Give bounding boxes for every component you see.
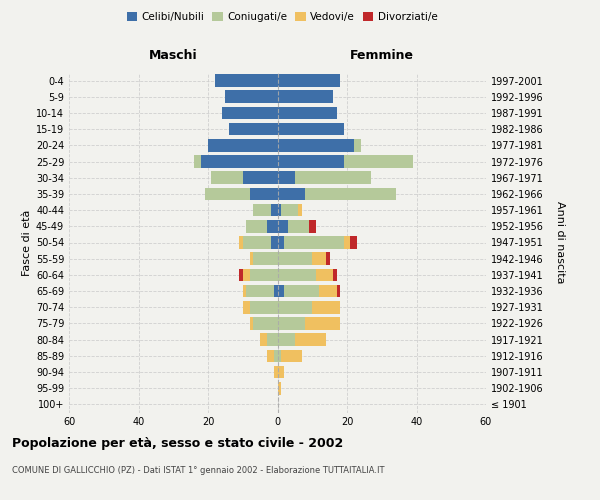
Text: COMUNE DI GALLICCHIO (PZ) - Dati ISTAT 1° gennaio 2002 - Elaborazione TUTTAITALI: COMUNE DI GALLICCHIO (PZ) - Dati ISTAT 1… — [12, 466, 385, 475]
Bar — [205, 188, 250, 200]
Bar — [274, 285, 277, 298]
Bar — [267, 220, 277, 232]
Bar — [277, 252, 312, 265]
Bar — [243, 236, 271, 249]
Bar — [277, 139, 354, 151]
Bar — [253, 204, 271, 216]
Legend: Celibi/Nubili, Coniugati/e, Vedovi/e, Divorziati/e: Celibi/Nubili, Coniugati/e, Vedovi/e, Di… — [122, 8, 442, 26]
Bar — [267, 334, 277, 346]
Bar — [246, 220, 267, 232]
Bar — [208, 139, 277, 151]
Bar — [326, 252, 329, 265]
Bar — [277, 285, 284, 298]
Bar — [277, 172, 295, 184]
Text: Popolazione per età, sesso e stato civile - 2002: Popolazione per età, sesso e stato civil… — [12, 438, 343, 450]
Bar — [333, 268, 337, 281]
Bar — [288, 220, 309, 232]
Bar — [337, 285, 340, 298]
Bar — [226, 90, 277, 103]
Bar — [194, 155, 201, 168]
Bar — [281, 204, 298, 216]
Bar — [271, 236, 277, 249]
Bar — [277, 366, 284, 378]
Bar — [277, 334, 295, 346]
Bar — [277, 350, 281, 362]
Bar — [295, 334, 326, 346]
Bar — [274, 350, 277, 362]
Bar — [277, 188, 305, 200]
Bar — [239, 236, 243, 249]
Bar — [344, 236, 350, 249]
Bar — [350, 236, 358, 249]
Bar — [298, 204, 302, 216]
Bar — [215, 74, 277, 87]
Bar — [277, 106, 337, 120]
Bar — [250, 317, 253, 330]
Bar — [312, 301, 340, 314]
Bar — [229, 123, 277, 136]
Bar — [243, 285, 246, 298]
Bar — [246, 285, 274, 298]
Bar — [316, 268, 333, 281]
Bar — [250, 301, 277, 314]
Bar — [243, 172, 277, 184]
Bar — [277, 220, 288, 232]
Bar — [271, 204, 277, 216]
Bar — [277, 204, 281, 216]
Bar — [277, 123, 344, 136]
Bar — [319, 285, 337, 298]
Bar — [281, 350, 302, 362]
Text: Maschi: Maschi — [149, 50, 197, 62]
Bar — [277, 236, 284, 249]
Bar — [305, 188, 395, 200]
Bar — [305, 317, 340, 330]
Bar — [277, 317, 305, 330]
Bar — [295, 172, 371, 184]
Bar — [277, 382, 281, 394]
Bar — [253, 252, 277, 265]
Bar — [250, 268, 277, 281]
Bar — [243, 301, 250, 314]
Bar — [253, 317, 277, 330]
Bar — [277, 74, 340, 87]
Bar — [277, 90, 333, 103]
Bar — [284, 285, 319, 298]
Bar — [211, 172, 243, 184]
Bar — [309, 220, 316, 232]
Y-axis label: Fasce di età: Fasce di età — [22, 210, 32, 276]
Bar — [274, 366, 277, 378]
Y-axis label: Anni di nascita: Anni di nascita — [555, 201, 565, 283]
Bar — [267, 350, 274, 362]
Bar — [201, 155, 277, 168]
Bar — [243, 268, 250, 281]
Text: Femmine: Femmine — [350, 50, 414, 62]
Bar — [250, 252, 253, 265]
Bar — [222, 106, 277, 120]
Bar — [312, 252, 326, 265]
Bar — [284, 236, 344, 249]
Bar — [250, 188, 277, 200]
Bar — [277, 268, 316, 281]
Bar — [354, 139, 361, 151]
Bar — [344, 155, 413, 168]
Bar — [277, 301, 312, 314]
Bar — [260, 334, 267, 346]
Bar — [239, 268, 243, 281]
Bar — [277, 155, 344, 168]
